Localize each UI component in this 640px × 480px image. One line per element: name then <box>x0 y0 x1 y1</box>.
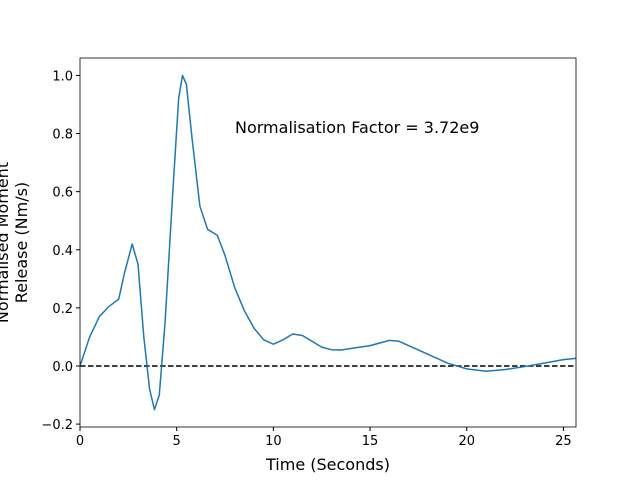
x-tick-label: 20 <box>458 434 475 449</box>
y-axis-label: Normalised Moment <box>0 162 12 323</box>
x-tick-label: 5 <box>173 434 181 449</box>
y-tick-label: −0.2 <box>41 418 73 433</box>
x-tick-label: 0 <box>76 434 84 449</box>
x-axis-label: Time (Seconds) <box>265 455 390 474</box>
y-tick-label: 0.6 <box>52 186 73 201</box>
y-axis-label: Release (Nm/s) <box>12 182 31 303</box>
y-tick-label: 0.2 <box>52 302 73 317</box>
line <box>80 74 576 411</box>
y-tick-label: 0.4 <box>52 244 73 259</box>
annotation: Normalisation Factor = 3.72e9 <box>235 118 479 137</box>
y-tick-label: 1.0 <box>52 69 73 84</box>
y-tick-label: 0.0 <box>52 360 73 375</box>
x-tick-label: 25 <box>555 434 572 449</box>
plot-frame <box>79 57 577 428</box>
x-tick-label: 10 <box>265 434 282 449</box>
y-tick-label: 0.8 <box>52 128 73 143</box>
x-tick-label: 15 <box>362 434 379 449</box>
